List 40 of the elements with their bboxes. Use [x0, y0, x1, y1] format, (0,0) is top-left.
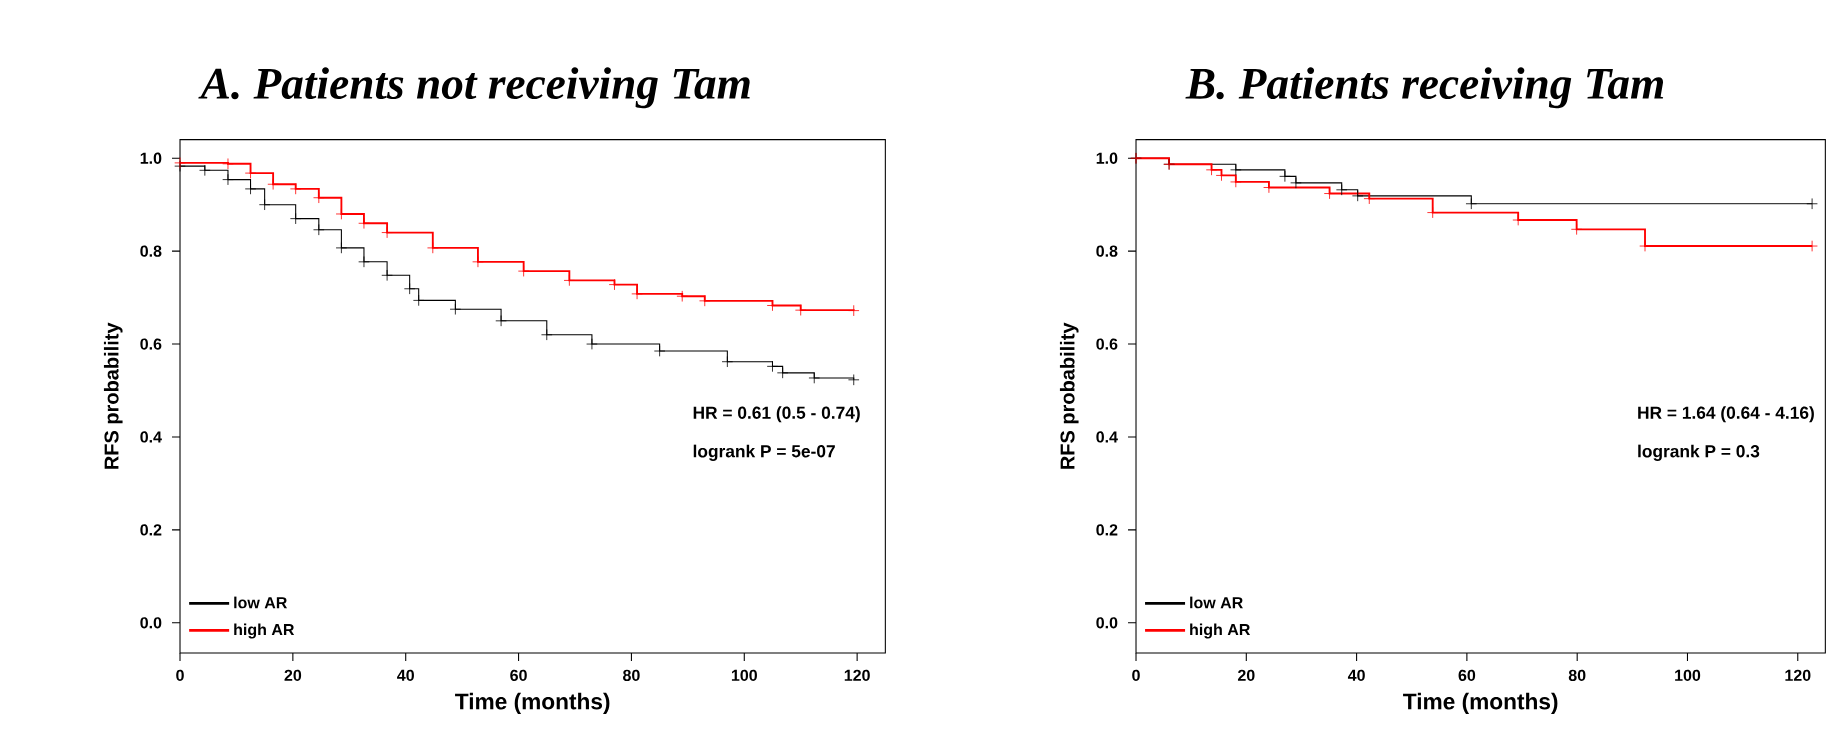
- y-tick-label: 0.8: [1096, 245, 1118, 257]
- x-tick-label: 80: [1568, 669, 1586, 682]
- legend-label: high AR: [1190, 623, 1251, 639]
- y-tick-label: 0.2: [1096, 524, 1118, 536]
- x-tick-label: 120: [844, 669, 870, 682]
- x-tick-label: 60: [510, 669, 527, 682]
- legend-label: high AR: [234, 623, 295, 639]
- y-axis-title: RFS probability: [103, 322, 123, 469]
- x-tick-label: 100: [1675, 669, 1701, 682]
- y-tick-label: 0.6: [140, 338, 162, 350]
- annotation: HR = 1.64 (0.64 - 4.16): [1638, 406, 1814, 423]
- y-tick-label: 0.8: [140, 245, 162, 257]
- x-tick-label: 0: [176, 669, 184, 682]
- y-tick-label: 0.2: [140, 524, 162, 536]
- x-tick-label: 120: [1785, 669, 1811, 682]
- y-tick-label: 0.4: [140, 431, 162, 443]
- y-tick-label: 0.0: [140, 617, 162, 629]
- annotation: logrank P = 0.3: [1638, 444, 1760, 461]
- x-tick-label: 0: [1132, 669, 1140, 682]
- y-tick-label: 0.6: [1096, 338, 1118, 350]
- annotation: logrank P = 5e-07: [693, 444, 835, 461]
- chart-title: A. Patients not receiving Tam: [198, 67, 750, 109]
- x-tick-label: 40: [1347, 669, 1365, 682]
- x-axis-title: Time (months): [455, 692, 610, 714]
- x-axis-title: Time (months): [1403, 692, 1558, 714]
- y-tick-label: 0.0: [1096, 617, 1118, 629]
- annotation: HR = 0.61 (0.5 - 0.74): [693, 406, 860, 423]
- legend-label: low AR: [234, 596, 288, 609]
- x-tick-label: 80: [623, 669, 640, 682]
- chart-title: B. Patients receiving Tam: [1185, 67, 1664, 109]
- x-tick-label: 60: [1458, 669, 1476, 682]
- x-tick-label: 20: [1237, 669, 1255, 682]
- y-tick-label: 0.4: [1096, 431, 1118, 443]
- y-tick-label: 1.0: [1096, 152, 1118, 164]
- x-tick-label: 20: [284, 669, 302, 682]
- y-tick-label: 1.0: [140, 152, 162, 164]
- legend-label: low AR: [1190, 596, 1243, 609]
- y-axis-title: RFS probability: [1059, 322, 1079, 469]
- x-tick-label: 40: [397, 669, 414, 682]
- x-tick-label: 100: [731, 669, 757, 682]
